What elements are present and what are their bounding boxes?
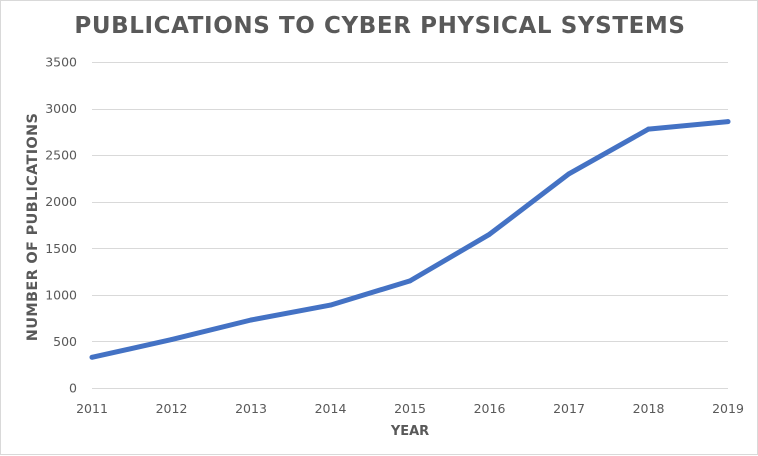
x-axis-title: YEAR: [390, 424, 429, 439]
x-tick-label: 2017: [553, 401, 585, 416]
y-tick-label: 1500: [45, 241, 77, 256]
data-point: [248, 317, 254, 323]
x-tick-label: 2013: [235, 401, 267, 416]
y-tick-label: 3500: [45, 55, 77, 70]
data-point: [487, 231, 492, 237]
x-tick-label: 2018: [633, 401, 665, 416]
x-tick-label: 2019: [712, 401, 744, 416]
x-tick-labels: 2011 2012 2013 2014 2015 2016 2017 2018 2019: [76, 401, 744, 416]
y-tick-label: 0: [69, 381, 77, 396]
data-point: [566, 171, 572, 177]
data-point: [725, 119, 731, 125]
y-tick-label: 1000: [45, 287, 77, 302]
data-point: [407, 278, 413, 284]
x-tick-label: 2015: [394, 401, 426, 416]
x-tick-label: 2014: [315, 401, 347, 416]
data-point: [89, 354, 95, 360]
x-tick-label: 2016: [474, 401, 506, 416]
y-tick-label: 2500: [45, 148, 77, 163]
gridlines: [92, 62, 728, 389]
y-tick-labels: 0 500 1000 1500 2000 2500 3000 3500: [45, 55, 77, 396]
data-point: [646, 126, 651, 132]
y-tick-label: 3000: [45, 101, 77, 116]
chart-title: PUBLICATIONS TO CYBER PHYSICAL SYSTEMS: [74, 13, 686, 39]
y-tick-label: 2000: [45, 194, 77, 209]
x-tick-label: 2011: [76, 401, 108, 416]
x-tick-label: 2012: [156, 401, 188, 416]
data-point: [328, 302, 333, 308]
y-axis-title: NUMBER OF PUBLICATIONS: [25, 113, 41, 341]
series-layer: [89, 119, 731, 360]
series-line-0: [89, 119, 731, 360]
y-tick-label: 500: [53, 334, 77, 349]
data-point: [169, 337, 174, 342]
